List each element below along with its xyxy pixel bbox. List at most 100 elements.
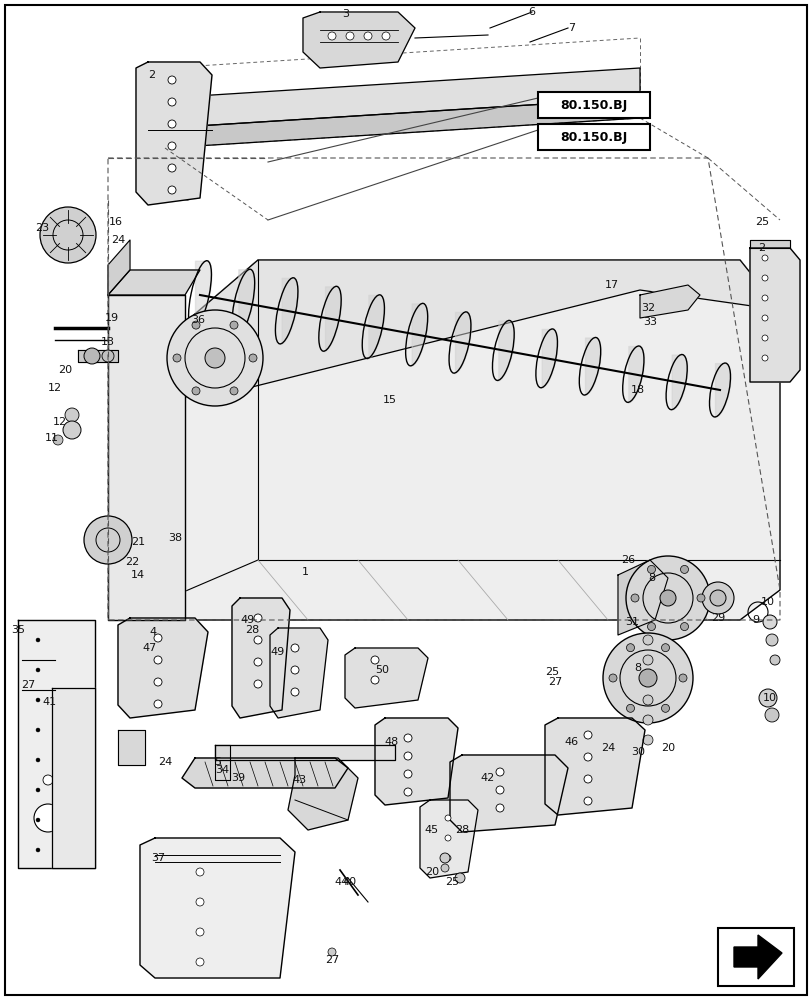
- Text: 22: 22: [125, 557, 139, 567]
- Text: 16: 16: [109, 217, 122, 227]
- Polygon shape: [449, 755, 568, 832]
- Text: 17: 17: [604, 280, 618, 290]
- Circle shape: [761, 355, 767, 361]
- Polygon shape: [118, 730, 145, 765]
- Polygon shape: [270, 628, 328, 718]
- Circle shape: [762, 615, 776, 629]
- Text: 28: 28: [454, 825, 469, 835]
- Text: 37: 37: [151, 853, 165, 863]
- Circle shape: [444, 815, 450, 821]
- Text: 5: 5: [214, 757, 221, 767]
- Text: 15: 15: [383, 395, 397, 405]
- Circle shape: [254, 636, 262, 644]
- Polygon shape: [749, 248, 799, 382]
- Text: 20: 20: [58, 365, 72, 375]
- Polygon shape: [165, 68, 639, 128]
- Circle shape: [702, 582, 733, 614]
- Text: 36: 36: [191, 315, 204, 325]
- Circle shape: [154, 634, 162, 642]
- Text: 30: 30: [630, 747, 644, 757]
- Circle shape: [195, 958, 204, 966]
- Circle shape: [454, 873, 465, 883]
- Circle shape: [496, 786, 504, 794]
- Circle shape: [638, 669, 656, 687]
- Circle shape: [642, 695, 652, 705]
- Polygon shape: [303, 12, 414, 68]
- Polygon shape: [52, 688, 95, 868]
- Text: 25: 25: [444, 877, 458, 887]
- Text: 10: 10: [760, 597, 774, 607]
- Circle shape: [583, 753, 591, 761]
- Circle shape: [328, 32, 336, 40]
- Circle shape: [646, 623, 654, 631]
- Polygon shape: [617, 560, 667, 635]
- Text: 20: 20: [660, 743, 674, 753]
- Circle shape: [642, 635, 652, 645]
- Text: 29: 29: [710, 613, 724, 623]
- Circle shape: [191, 387, 200, 395]
- Circle shape: [36, 698, 40, 702]
- Circle shape: [661, 704, 669, 712]
- Polygon shape: [135, 62, 212, 205]
- Circle shape: [583, 731, 591, 739]
- Circle shape: [404, 770, 411, 778]
- Circle shape: [230, 387, 238, 395]
- Text: 6: 6: [528, 7, 534, 17]
- Circle shape: [34, 804, 62, 832]
- Text: 41: 41: [43, 697, 57, 707]
- Circle shape: [254, 658, 262, 666]
- Polygon shape: [215, 745, 394, 760]
- Polygon shape: [165, 98, 639, 148]
- Circle shape: [642, 675, 652, 685]
- Text: 39: 39: [230, 773, 245, 783]
- Text: 7: 7: [568, 23, 575, 33]
- Circle shape: [761, 335, 767, 341]
- Circle shape: [642, 655, 652, 665]
- Circle shape: [404, 734, 411, 742]
- Text: 2: 2: [757, 243, 765, 253]
- Circle shape: [168, 142, 176, 150]
- Text: 8: 8: [648, 573, 654, 583]
- Circle shape: [290, 666, 298, 674]
- Circle shape: [162, 97, 168, 103]
- Circle shape: [162, 112, 168, 118]
- Circle shape: [496, 768, 504, 776]
- Circle shape: [696, 594, 704, 602]
- Circle shape: [761, 275, 767, 281]
- Circle shape: [630, 594, 638, 602]
- Text: 26: 26: [620, 555, 634, 565]
- Text: 28: 28: [245, 625, 259, 635]
- Circle shape: [162, 172, 168, 178]
- Polygon shape: [345, 648, 427, 708]
- Text: 27: 27: [324, 955, 339, 965]
- Text: 24: 24: [157, 757, 172, 767]
- Circle shape: [36, 638, 40, 642]
- Circle shape: [381, 32, 389, 40]
- Polygon shape: [419, 800, 478, 878]
- Text: 35: 35: [11, 625, 25, 635]
- Text: 32: 32: [640, 303, 654, 313]
- Bar: [717, 928, 793, 986]
- Circle shape: [603, 633, 692, 723]
- Circle shape: [168, 98, 176, 106]
- Text: 45: 45: [424, 825, 439, 835]
- Circle shape: [162, 157, 168, 163]
- Circle shape: [404, 788, 411, 796]
- Circle shape: [709, 590, 725, 606]
- Circle shape: [764, 708, 778, 722]
- Circle shape: [102, 350, 114, 362]
- Circle shape: [761, 315, 767, 321]
- Polygon shape: [733, 935, 781, 979]
- Text: 49: 49: [241, 615, 255, 625]
- Circle shape: [404, 752, 411, 760]
- Circle shape: [290, 644, 298, 652]
- Text: 21: 21: [131, 537, 145, 547]
- Polygon shape: [375, 718, 457, 805]
- Text: 49: 49: [271, 647, 285, 657]
- Polygon shape: [78, 350, 118, 362]
- Text: 50: 50: [375, 665, 388, 675]
- Text: 31: 31: [624, 617, 638, 627]
- Circle shape: [761, 295, 767, 301]
- Text: 1: 1: [301, 567, 308, 577]
- Polygon shape: [18, 620, 95, 868]
